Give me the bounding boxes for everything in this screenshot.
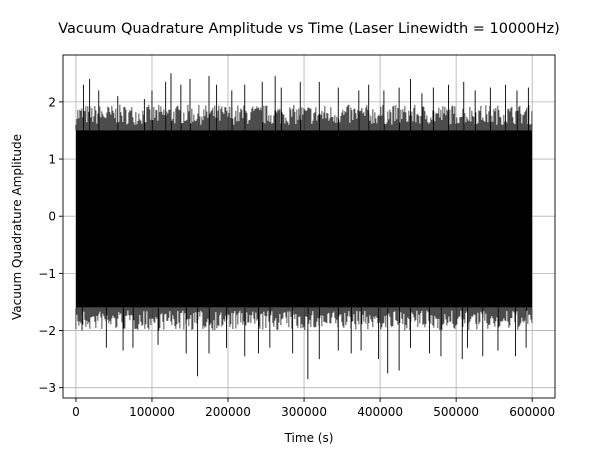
y-tick-label: −2: [38, 324, 56, 338]
axes-frame: [62, 54, 556, 399]
x-tick-label: 100000: [129, 405, 175, 419]
y-tick-label: −3: [38, 381, 56, 395]
data-series-band: [75, 130, 533, 308]
data-layer: [75, 73, 533, 380]
data-series-upper-noise: [75, 104, 533, 131]
x-tick-label: 400000: [357, 405, 403, 419]
y-axis-label: Vacuum Quadrature Amplitude: [10, 134, 24, 320]
y-tick-label: 2: [48, 95, 56, 109]
x-tick-label: 300000: [281, 405, 327, 419]
x-tick-label: 600000: [509, 405, 555, 419]
x-tick-label: 0: [72, 405, 80, 419]
chart-title: Vacuum Quadrature Amplitude vs Time (Las…: [58, 21, 560, 37]
data-series-lower-noise: [75, 307, 533, 331]
y-tick-label: 1: [48, 153, 56, 167]
y-tick-label: 0: [48, 210, 56, 224]
labels-layer: Vacuum Quadrature Amplitude vs Time (Las…: [10, 21, 560, 445]
ticks-layer: 0 100000 200000 300000 400000 500000 600000 −3 −…: [38, 95, 555, 419]
x-tick-label: 200000: [205, 405, 251, 419]
x-axis-label: Time (s): [284, 431, 334, 445]
axes-layer: [62, 54, 556, 399]
y-tick-label: −1: [38, 267, 56, 281]
x-tick-label: 500000: [433, 405, 479, 419]
